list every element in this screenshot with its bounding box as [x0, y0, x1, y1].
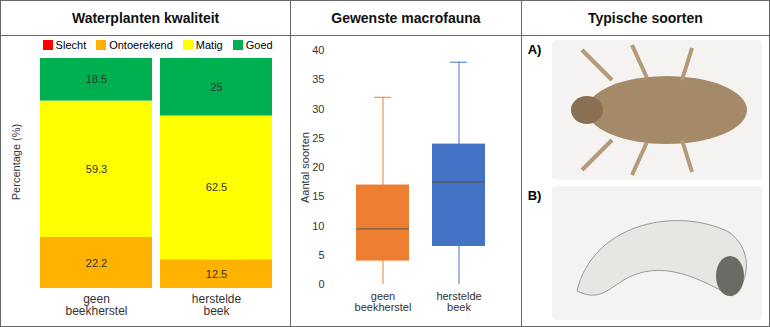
svg-text:0: 0 [319, 278, 325, 290]
svg-text:geenbeekherstel: geenbeekherstel [65, 292, 127, 318]
svg-text:Aantal soorten: Aantal soorten [300, 132, 312, 203]
html-text:Goed: Goed [245, 39, 273, 51]
svg-text:62.5: 62.5 [206, 181, 227, 193]
html-text:Matig: Matig [195, 39, 223, 51]
svg-text:geenbeekherstel: geenbeekherstel [355, 290, 412, 313]
html-text:Typische soorten: Typische soorten [587, 10, 703, 26]
svg-text:20: 20 [313, 161, 325, 173]
svg-text:5: 5 [319, 249, 325, 261]
html-text:Waterplanten kwaliteit: Waterplanten kwaliteit [72, 10, 220, 26]
svg-text:hersteldebeek: hersteldebeek [437, 290, 482, 313]
svg-text:25: 25 [313, 132, 325, 144]
svg-text:35: 35 [313, 73, 325, 85]
svg-text:25: 25 [210, 81, 222, 93]
svg-text:hersteldebeek: hersteldebeek [192, 292, 242, 318]
html-text:Gewenste macrofauna: Gewenste macrofauna [331, 10, 481, 26]
svg-text:18.5: 18.5 [86, 73, 107, 85]
svg-text:12.5: 12.5 [206, 268, 227, 280]
svg-text:22.2: 22.2 [86, 256, 107, 268]
svg-text:10: 10 [313, 220, 325, 232]
svg-text:30: 30 [313, 103, 325, 115]
html-text:Percentage (%): Percentage (%) [10, 123, 22, 201]
html-text:A): A) [527, 42, 542, 57]
html-text:Ontoerekend: Ontoerekend [109, 39, 173, 51]
html-text:Slecht: Slecht [55, 39, 87, 51]
svg-text:40: 40 [313, 44, 325, 56]
html-text:B): B) [527, 188, 542, 203]
svg-text:15: 15 [313, 190, 325, 202]
svg-text:59.3: 59.3 [86, 163, 107, 175]
